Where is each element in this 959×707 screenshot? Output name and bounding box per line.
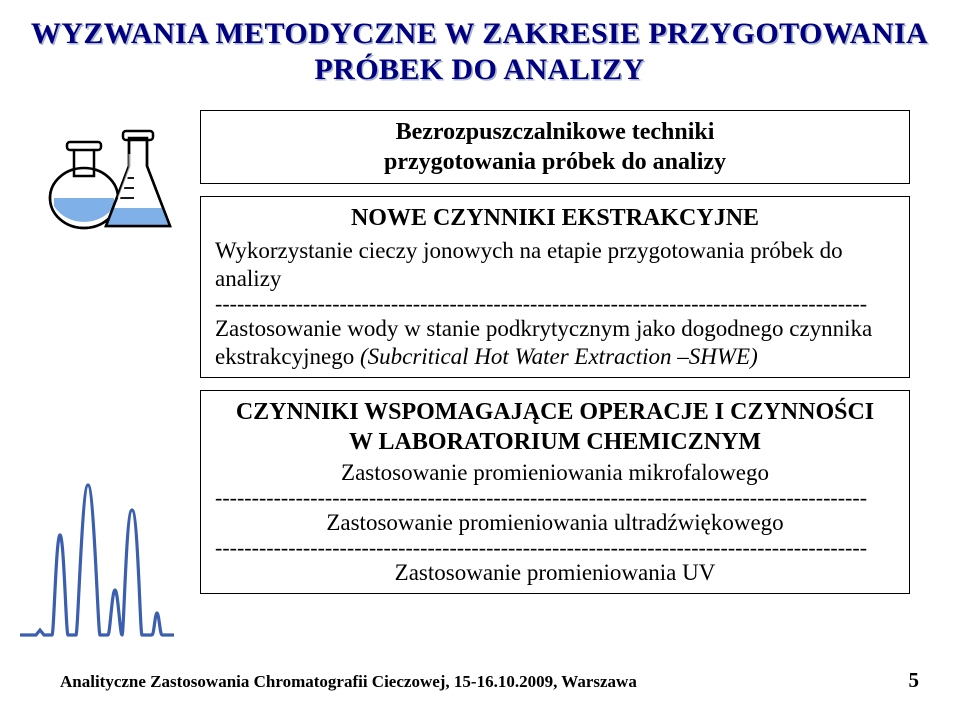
box1-line2: przygotowania próbek do analizy [215,147,895,177]
footer-text: Analityczne Zastosowania Chromatografii … [60,672,637,692]
box3-heading2: W LABORATORIUM CHEMICZNYM [215,427,895,457]
box2-para2-b: (Subcritical Hot Water Extraction –SHWE) [360,344,758,369]
content-area: Bezrozpuszczalnikowe techniki przygotowa… [200,110,910,606]
footer: Analityczne Zastosowania Chromatografii … [0,668,959,693]
box3-p1: Zastosowanie promieniowania mikrofaloweg… [215,459,895,487]
box-supporting-agents: CZYNNIKI WSPOMAGAJĄCE OPERACJE I CZYNNOŚ… [200,390,910,594]
box2-para1: Wykorzystanie cieczy jonowych na etapie … [215,237,895,293]
box2-para2: Zastosowanie wody w stanie podkrytycznym… [215,315,895,371]
separator: ----------------------------------------… [215,537,895,559]
box3-heading1: CZYNNIKI WSPOMAGAJĄCE OPERACJE I CZYNNOŚ… [215,397,895,427]
flask-icon [34,98,184,248]
page-number: 5 [909,668,920,693]
box3-p3: Zastosowanie promieniowania UV [215,559,895,587]
title-line-2: PRÓBEK DO ANALIZY [314,53,644,86]
title-line-1: WYZWANIA METODYCZNE W ZAKRESIE PRZYGOTOW… [31,17,928,50]
page-title: WYZWANIA METODYCZNE W ZAKRESIE PRZYGOTOW… [0,16,959,88]
separator: ----------------------------------------… [215,487,895,509]
box-extraction-agents: NOWE CZYNNIKI EKSTRAKCYJNE Wykorzystanie… [200,196,910,378]
separator: ----------------------------------------… [215,293,895,315]
chromatogram-icon [18,475,176,645]
box3-p2: Zastosowanie promieniowania ultradźwięko… [215,509,895,537]
box-techniques: Bezrozpuszczalnikowe techniki przygotowa… [200,110,910,184]
box1-line1: Bezrozpuszczalnikowe techniki [215,117,895,147]
box2-heading: NOWE CZYNNIKI EKSTRAKCYJNE [215,203,895,233]
